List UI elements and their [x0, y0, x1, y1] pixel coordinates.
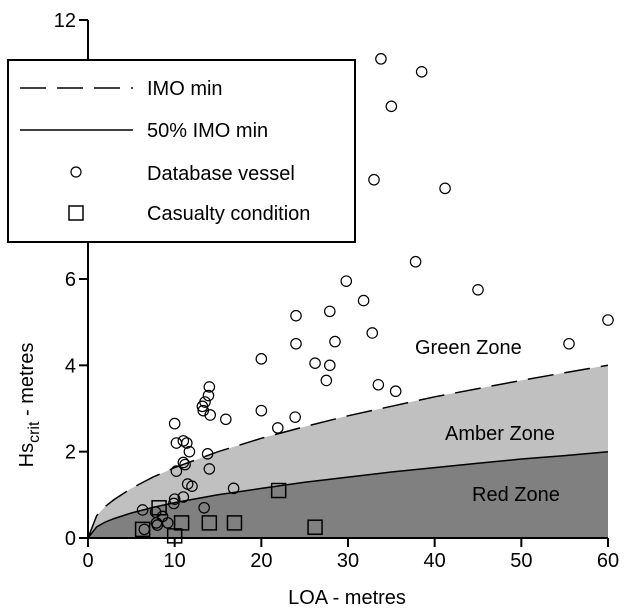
x-tick-label: 20	[250, 550, 272, 572]
x-tick-label: 40	[424, 550, 446, 572]
legend-database-vessel-swatch	[70, 166, 82, 178]
database-vessel-point	[323, 305, 336, 318]
database-vessel-point	[203, 463, 216, 475]
database-vessel-point	[177, 456, 190, 469]
database-vessel-point	[227, 482, 240, 495]
database-vessel-point	[357, 294, 370, 307]
database-vessel-point	[183, 445, 196, 458]
casualty-condition-point	[307, 519, 323, 535]
y-tick-label: 6	[65, 269, 76, 291]
imo-min-line	[87, 364, 609, 539]
red-zone-label: Red Zone	[472, 484, 560, 506]
database-vessel-point	[340, 275, 353, 287]
database-vessel-point	[170, 465, 183, 477]
database-vessel-point	[179, 458, 191, 471]
y-axis-title: Hscrit - metres	[16, 343, 43, 468]
x-tick-label: 10	[164, 550, 186, 572]
database-vessel-point	[177, 491, 190, 503]
data-points	[134, 53, 614, 544]
database-vessel-point	[329, 335, 341, 348]
database-vessel-point	[385, 100, 398, 113]
legend-database-vessel-label: Database vessel	[147, 163, 295, 185]
x-tick-label: 30	[337, 550, 359, 572]
database-vessel-point	[472, 283, 484, 296]
database-vessel-point	[196, 400, 209, 413]
database-vessel-point	[202, 389, 215, 402]
x-tick-label: 60	[597, 550, 619, 572]
y-tick-label: 12	[54, 10, 76, 32]
database-vessel-point	[255, 404, 268, 417]
database-vessel-point	[602, 314, 614, 326]
casualty-condition-point	[134, 521, 151, 538]
x-ticks: 0 10 20 30 40 50 60	[82, 538, 619, 572]
y-tick-label: 0	[65, 528, 76, 550]
database-vessel-point	[204, 409, 216, 421]
database-vessel-point	[290, 337, 302, 350]
legend-casualty-condition-label: Casualty condition	[147, 203, 310, 225]
database-vessel-point	[439, 182, 451, 195]
database-vessel-point	[563, 337, 575, 350]
database-vessel-point	[389, 385, 402, 398]
zone-fills	[88, 365, 608, 538]
legend-imo-min-label: IMO min	[147, 78, 223, 100]
database-vessel-point	[271, 422, 284, 434]
y-axis-title-subscript: crit	[26, 421, 43, 443]
database-vessel-point	[289, 411, 301, 423]
amber-zone-label: Amber Zone	[445, 423, 555, 445]
x-tick-label: 0	[82, 550, 93, 572]
database-vessel-point	[203, 381, 216, 393]
database-vessel-point	[168, 497, 180, 510]
database-vessel-point	[415, 66, 428, 78]
series-lines	[87, 364, 609, 539]
database-vessel-point	[181, 437, 193, 449]
y-tick-label: 4	[65, 355, 76, 377]
red-zone-fill	[88, 451, 608, 538]
x-axis-title: LOA - metres	[288, 587, 406, 609]
casualty-condition-point	[151, 500, 167, 516]
database-vessel-point	[255, 353, 268, 365]
casualty-condition-point	[270, 482, 287, 499]
database-vessel-point	[151, 519, 164, 531]
database-vessel-point	[201, 448, 214, 460]
database-vessel-point	[323, 359, 336, 372]
database-vessel-point	[220, 413, 232, 426]
legend-half-imo-min-label: 50% IMO min	[147, 120, 268, 142]
y-tick-label: 2	[65, 442, 76, 464]
legend: IMO min 50% IMO min Database vessel Casu…	[7, 59, 356, 243]
y-axis-title-main: Hs	[16, 443, 38, 467]
half-imo-min-line	[87, 450, 609, 539]
database-vessel-point	[320, 374, 333, 387]
database-vessel-point	[136, 504, 149, 516]
database-vessel-point	[309, 357, 321, 369]
green-zone-label: Green Zone	[415, 337, 522, 359]
database-vessel-point	[186, 480, 198, 492]
database-vessel-point	[366, 327, 379, 339]
database-vessel-point	[409, 255, 422, 268]
legend-box	[7, 59, 356, 243]
database-vessel-point	[372, 378, 385, 391]
database-vessel-point	[368, 173, 380, 186]
database-vessel-point	[290, 309, 302, 322]
casualty-condition-point	[201, 515, 218, 531]
y-axis-title-rest: - metres	[16, 343, 38, 422]
database-vessel-point	[168, 417, 181, 430]
amber-zone-fill	[88, 365, 608, 538]
database-vessel-point	[198, 501, 210, 514]
casualty-condition-point	[226, 515, 243, 531]
x-tick-label: 50	[510, 550, 532, 572]
database-vessel-point	[375, 53, 387, 65]
database-vessel-point	[168, 493, 181, 505]
legend-casualty-condition-swatch	[68, 205, 84, 221]
